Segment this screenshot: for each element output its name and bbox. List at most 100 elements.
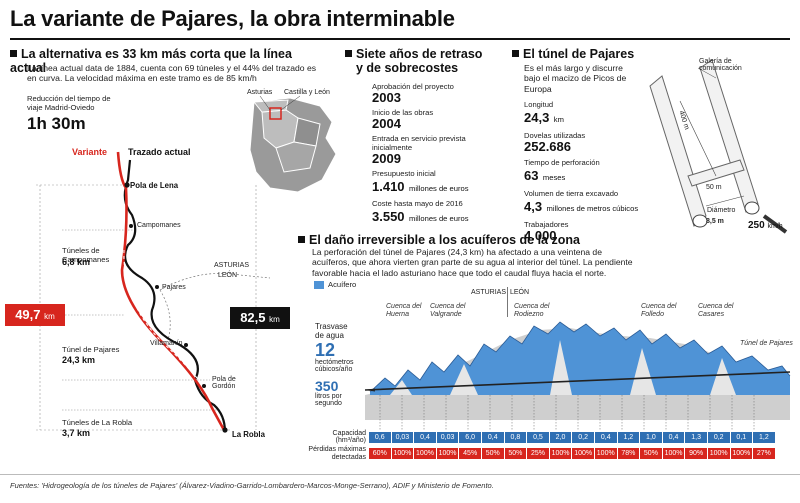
- place-la-robla: La Robla: [232, 430, 265, 439]
- diametro-label: Diámetro: [707, 207, 736, 214]
- footer-divider: [0, 474, 800, 475]
- tunel-campomanes-value: 6,8 km: [62, 257, 91, 267]
- tunel-item-value: 24,3: [524, 110, 550, 125]
- perdidas-cell: 60%: [369, 448, 391, 459]
- dano-heading: El daño irreversible a los acuíferos de …: [298, 233, 580, 247]
- capacidad-cell: 0,6: [369, 432, 391, 443]
- tunel-robla-value: 3,7 km: [62, 428, 91, 438]
- diametro-value: 8,5 m: [706, 218, 724, 225]
- perdidas-cell: 78%: [617, 448, 640, 459]
- actual-km-value: 82,5: [240, 310, 266, 325]
- capacidad-cell: 1,0: [640, 432, 662, 443]
- tunel-item-value: 252.686: [524, 139, 571, 154]
- retraso-item: Presupuesto inicial 1.410 millones de eu…: [372, 169, 502, 196]
- capacidad-cell: 2,0: [549, 432, 572, 443]
- map-label-asturias: Asturias: [247, 89, 273, 96]
- perdidas-cell: 100%: [594, 448, 617, 459]
- actual-km-badge: 82,5 km: [230, 307, 290, 329]
- bullet-square-icon: [10, 50, 17, 57]
- retraso-item-label: Entrada en servicio prevista inicialment…: [372, 134, 466, 152]
- retraso-item: Coste hasta mayo de 2016 3.550 millones …: [372, 199, 502, 226]
- tunel-list: Longitud 24,3 km Dovelas utilizadas 252.…: [524, 100, 664, 243]
- perdidas-cell: 45%: [459, 448, 481, 459]
- route-diagram: [36, 151, 271, 433]
- perdidas-cell: 50%: [504, 448, 527, 459]
- tunel-robla-label: Túneles de La Robla: [62, 418, 133, 427]
- capacidad-cell: 0,8: [504, 432, 527, 443]
- retraso-item-value: 1.410: [372, 179, 405, 194]
- perdidas-cell: 100%: [662, 448, 685, 459]
- region-asturias: ASTURIAS: [214, 262, 250, 269]
- bullet-square-icon: [298, 236, 305, 243]
- capacidad-cell: 0,4: [594, 432, 617, 443]
- retraso-item-label: Coste hasta mayo de 2016: [372, 199, 463, 208]
- retraso-item-label: Inicio de las obras: [372, 108, 434, 117]
- retraso-item-unit: millones de euros: [409, 184, 469, 193]
- trazado-label: Trazado actual: [128, 147, 191, 157]
- trasvase-label: Trasvase de agua: [315, 322, 348, 340]
- retraso-item-label: Aprobación del proyecto: [372, 82, 454, 91]
- dist-50-label: 50 m: [706, 184, 722, 191]
- variante-km-unit: km: [44, 312, 55, 321]
- place-campomanes: Campomanes: [137, 222, 181, 229]
- retraso-item: Entrada en servicio prevista inicialment…: [372, 134, 502, 166]
- perdidas-cell: 100%: [572, 448, 594, 459]
- tunel-item: Volumen de tierra excavado 4,3 millones …: [524, 189, 664, 216]
- retraso-item: Aprobación del proyecto 2003: [372, 82, 502, 105]
- perdidas-cell: 50%: [640, 448, 662, 459]
- capacidad-cell: 0,4: [481, 432, 504, 443]
- speed-unit: km/h: [767, 223, 783, 230]
- tunel-pajares-profile-label: Túnel de Pajares: [740, 340, 793, 347]
- spain-map: [249, 95, 337, 193]
- tunel-item-unit: millones de metros cúbicos: [546, 204, 639, 213]
- speed-indicator: 250 km/h: [748, 220, 783, 231]
- capacidad-row: 0,6 0,03 0,4 0,03 6,0 0,4 0,8 0,5 2,0 0,…: [369, 432, 775, 443]
- sources-footer: Fuentes: 'Hidrogeología de los túneles d…: [10, 481, 494, 490]
- region-divider: [507, 287, 508, 317]
- bullet-square-icon: [512, 50, 519, 57]
- retraso-heading-line1: Siete años de retraso: [356, 47, 483, 61]
- tunel-pajares-value: 24,3 km: [62, 355, 96, 365]
- perdidas-label: Pérdidas máximas detectadas: [308, 446, 366, 461]
- retraso-list: Aprobación del proyecto 2003 Inicio de l…: [372, 82, 502, 226]
- retraso-item-value: 3.550: [372, 209, 405, 224]
- tunel-heading-text: El túnel de Pajares: [523, 47, 635, 61]
- tunel-item-unit: meses: [542, 173, 566, 182]
- retraso-item-unit: millones de euros: [409, 214, 469, 223]
- profile-leon: LEÓN: [510, 289, 530, 296]
- capacidad-cell: 0,2: [572, 432, 594, 443]
- galeria-label: Galería de comunicación: [699, 58, 742, 72]
- cuenca-folledo: Cuenca del Folledo: [641, 303, 677, 318]
- map-label-cyl: Castilla y León: [284, 89, 330, 96]
- acuifero-legend-swatch: [314, 281, 324, 289]
- retraso-item: Inicio de las obras 2004: [372, 108, 502, 131]
- tunel-campomanes-label: Túneles de Campomanes: [62, 246, 110, 264]
- retraso-item-label: Presupuesto inicial: [372, 169, 436, 178]
- retraso-heading-line2: y de sobrecostes: [356, 61, 459, 75]
- variante-km-value: 49,7: [15, 307, 41, 322]
- capacidad-cell: 1,2: [617, 432, 640, 443]
- perdidas-cell: 100%: [391, 448, 414, 459]
- perdidas-cell: 100%: [436, 448, 459, 459]
- capacidad-cell: 0,03: [391, 432, 414, 443]
- reduccion-label: Reducción del tiempo de viaje Madrid-Ovi…: [27, 94, 111, 112]
- page-title: La variante de Pajares, la obra intermin…: [10, 6, 455, 31]
- tunel-item-unit: km: [553, 115, 564, 124]
- tunel-item-label: Dovelas utilizadas: [524, 131, 586, 140]
- capacidad-cell: 1,2: [753, 432, 775, 443]
- cuenca-valgrande: Cuenca del Valgrande: [430, 303, 466, 318]
- title-divider: [10, 38, 790, 40]
- tunel-item-label: Trabajadores: [524, 220, 569, 229]
- place-pola-de-gordon: Pola de Gordón: [212, 376, 236, 390]
- trasvase-unit: hectómetros cúbicos/año: [315, 359, 354, 373]
- cuenca-rodiezno: Cuenca del Rodiezno: [514, 303, 550, 318]
- capacidad-cell: 0,5: [527, 432, 549, 443]
- tunel-heading: El túnel de Pajares: [512, 47, 634, 61]
- perdidas-cell: 100%: [414, 448, 436, 459]
- trasvase-value: 12: [315, 340, 336, 360]
- capacidad-cell: 6,0: [459, 432, 481, 443]
- retraso-item-value: 2009: [372, 151, 401, 166]
- cuenca-casares: Cuenca del Casares: [698, 303, 734, 318]
- reduccion-value: 1h 30m: [27, 114, 86, 133]
- retraso-heading: Siete años de retraso y de sobrecostes: [345, 47, 495, 75]
